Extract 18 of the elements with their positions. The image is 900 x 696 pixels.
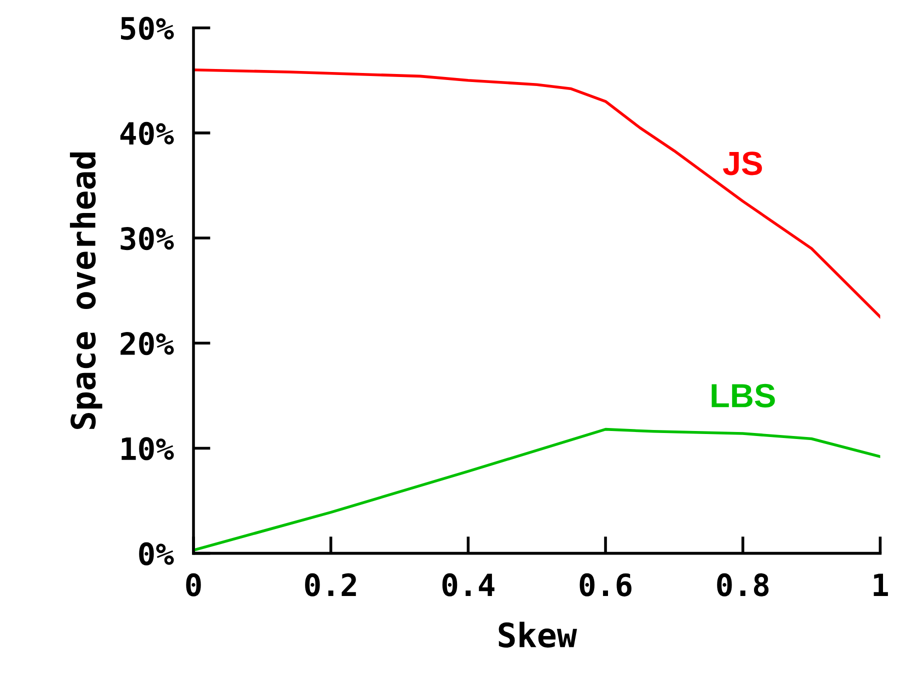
x-tick-label: 1 [874,574,888,596]
line-series [194,428,880,552]
y-tick-label: 30% [120,226,174,250]
x-tick-label: 0.2 [305,573,356,596]
y-tick-label: 20% [120,332,174,356]
x-axis-title: Skew [498,622,577,648]
y-tick-label: 40% [120,122,174,145]
series-label: JS [722,152,762,176]
y-tick-label: 10% [122,437,174,460]
x-tick-label: 0.4 [442,573,494,596]
x-tick-label: 0.6 [580,573,632,596]
y-tick-label: 0% [139,542,174,566]
y-tick-label: 50% [121,16,174,40]
series-label: LBS [712,384,775,408]
line-series [194,68,880,318]
y-axis-title: Space overhead [70,152,102,429]
x-tick-label: 0 [186,573,201,596]
x-tick-label: 0.8 [717,573,769,596]
